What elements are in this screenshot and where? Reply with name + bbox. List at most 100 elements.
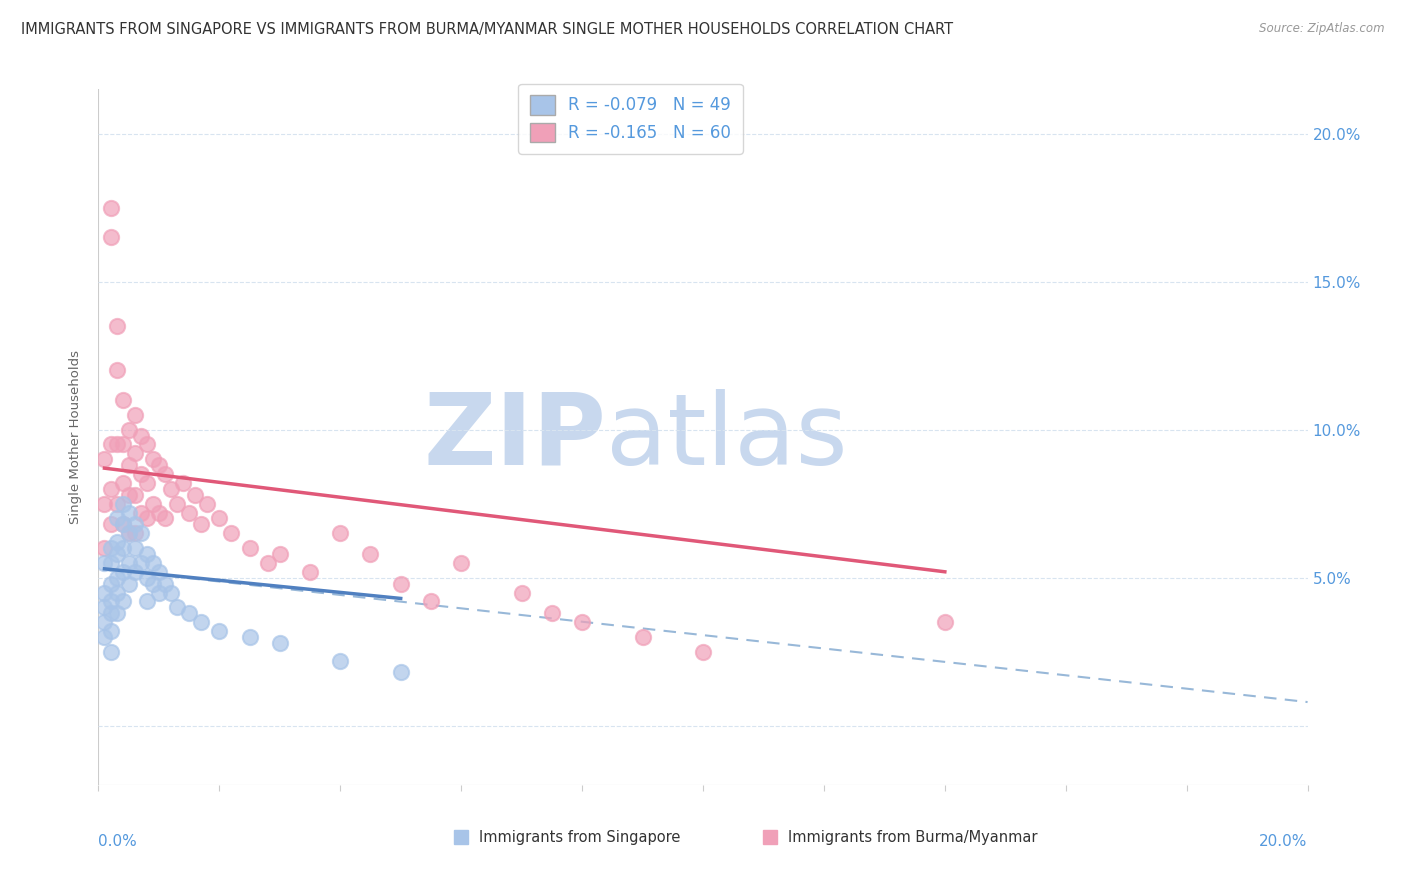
Point [111, 393, 134, 408]
Point [135, 571, 157, 585]
Point [105, 571, 128, 585]
Point [179, 606, 201, 620]
Point [105, 547, 128, 561]
Point [190, 517, 212, 532]
Point [166, 497, 188, 511]
Point [124, 488, 146, 502]
Point [208, 624, 231, 638]
Point [269, 636, 291, 650]
Point [93, 556, 115, 570]
Point [256, 556, 278, 570]
Point [329, 654, 352, 668]
Point [239, 541, 262, 555]
Point [124, 541, 146, 555]
Point [153, 576, 176, 591]
Point [93, 452, 115, 467]
Point [118, 423, 141, 437]
Point [93, 541, 115, 555]
Point [105, 585, 128, 599]
Point [934, 615, 956, 629]
Point [135, 594, 157, 608]
Point [118, 526, 141, 541]
Point [135, 437, 157, 451]
Point [100, 556, 122, 570]
Point [153, 511, 176, 525]
Point [118, 488, 141, 502]
Point [100, 437, 122, 451]
Point [111, 541, 134, 555]
Point [142, 556, 165, 570]
Point [239, 630, 262, 644]
Point [93, 585, 115, 599]
Text: IMMIGRANTS FROM SINGAPORE VS IMMIGRANTS FROM BURMA/MYANMAR SINGLE MOTHER HOUSEHO: IMMIGRANTS FROM SINGAPORE VS IMMIGRANTS … [21, 22, 953, 37]
Point [360, 547, 382, 561]
Point [299, 565, 322, 579]
Point [135, 547, 157, 561]
Point [124, 517, 146, 532]
Point [692, 645, 714, 659]
Text: Immigrants from Burma/Myanmar: Immigrants from Burma/Myanmar [787, 830, 1038, 845]
Point [100, 606, 122, 620]
Point [190, 615, 212, 629]
Point [124, 565, 146, 579]
Point [105, 437, 128, 451]
Point [148, 585, 170, 599]
Point [195, 497, 218, 511]
Point [142, 452, 165, 467]
Point [93, 630, 115, 644]
Point [221, 526, 243, 541]
Point [389, 576, 412, 591]
Point [179, 506, 201, 520]
Point [105, 497, 128, 511]
Text: atlas: atlas [606, 389, 848, 485]
Point [105, 363, 128, 377]
Text: 20.0%: 20.0% [1260, 834, 1308, 848]
Point [631, 630, 654, 644]
Point [100, 517, 122, 532]
Point [93, 600, 115, 615]
Text: ZIP: ZIP [423, 389, 606, 485]
Point [129, 506, 152, 520]
Point [148, 506, 170, 520]
Point [118, 458, 141, 473]
Point [153, 467, 176, 481]
Point [118, 506, 141, 520]
Point [129, 556, 152, 570]
Point [124, 408, 146, 422]
Point [148, 458, 170, 473]
Point [111, 517, 134, 532]
Point [124, 526, 146, 541]
Point [111, 594, 134, 608]
Point [105, 511, 128, 525]
Point [100, 594, 122, 608]
Point [129, 428, 152, 442]
Legend: R = -0.079   N = 49, R = -0.165   N = 60: R = -0.079 N = 49, R = -0.165 N = 60 [519, 84, 742, 153]
Point [135, 511, 157, 525]
Point [329, 526, 352, 541]
Point [111, 565, 134, 579]
Point [111, 517, 134, 532]
Point [510, 585, 533, 599]
Point [129, 467, 152, 481]
Point [129, 526, 152, 541]
Point [166, 600, 188, 615]
Point [111, 475, 134, 490]
Point [118, 556, 141, 570]
Point [111, 437, 134, 451]
Point [389, 665, 412, 680]
Point [105, 319, 128, 334]
Point [160, 585, 183, 599]
Point [135, 475, 157, 490]
Point [142, 576, 165, 591]
Text: 0.0%: 0.0% [98, 834, 138, 848]
Point [420, 594, 443, 608]
Point [105, 606, 128, 620]
Y-axis label: Single Mother Households: Single Mother Households [69, 350, 83, 524]
Point [450, 556, 472, 570]
Point [160, 482, 183, 496]
Point [100, 230, 122, 244]
Point [93, 497, 115, 511]
Point [142, 497, 165, 511]
Point [118, 576, 141, 591]
Point [184, 488, 207, 502]
